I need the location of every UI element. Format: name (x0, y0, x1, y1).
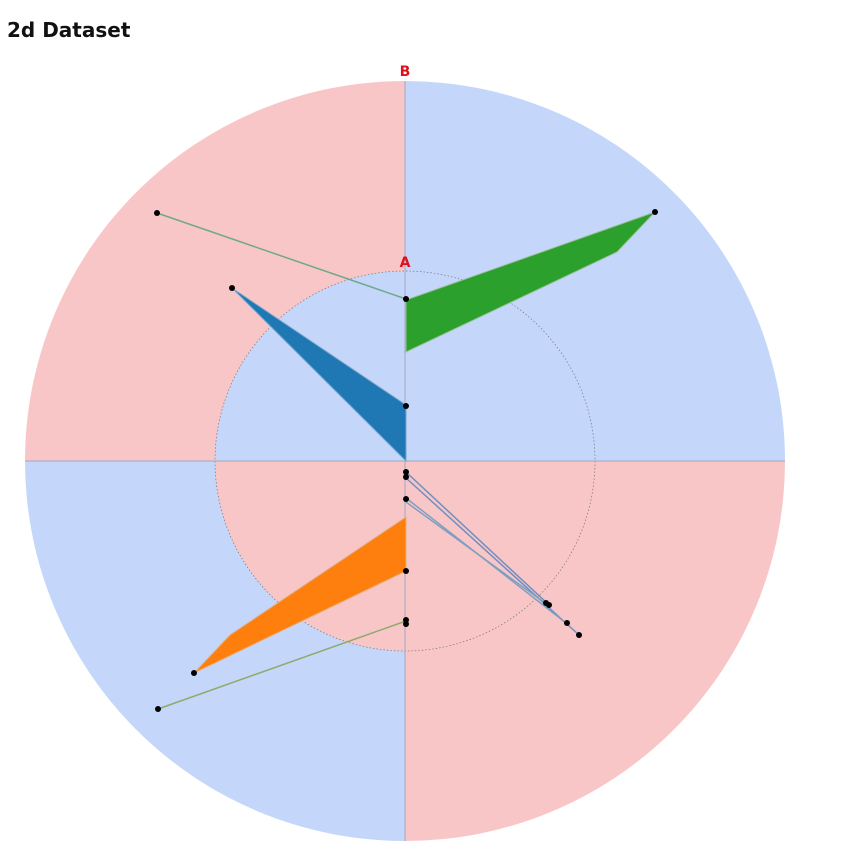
link (157, 620, 407, 710)
point (403, 469, 409, 475)
point (652, 209, 658, 215)
link (405, 477, 580, 636)
link (156, 212, 407, 300)
point (403, 403, 409, 409)
point (155, 706, 161, 712)
point (403, 474, 409, 480)
point (403, 621, 409, 627)
point (229, 285, 235, 291)
points (154, 209, 658, 712)
point (403, 496, 409, 502)
point (403, 296, 409, 302)
fan-blue (231, 287, 407, 463)
point (191, 670, 197, 676)
fan-green (405, 211, 656, 353)
inner-axis-label: A (400, 255, 411, 271)
link (405, 471, 549, 605)
point (154, 210, 160, 216)
fan-orange (193, 516, 407, 674)
title: 2d Dataset (7, 18, 131, 42)
link (405, 501, 546, 604)
point (403, 568, 409, 574)
links (156, 212, 580, 710)
point (564, 620, 570, 626)
point (546, 602, 552, 608)
point (576, 632, 582, 638)
outer-axis-label: B (400, 64, 411, 80)
